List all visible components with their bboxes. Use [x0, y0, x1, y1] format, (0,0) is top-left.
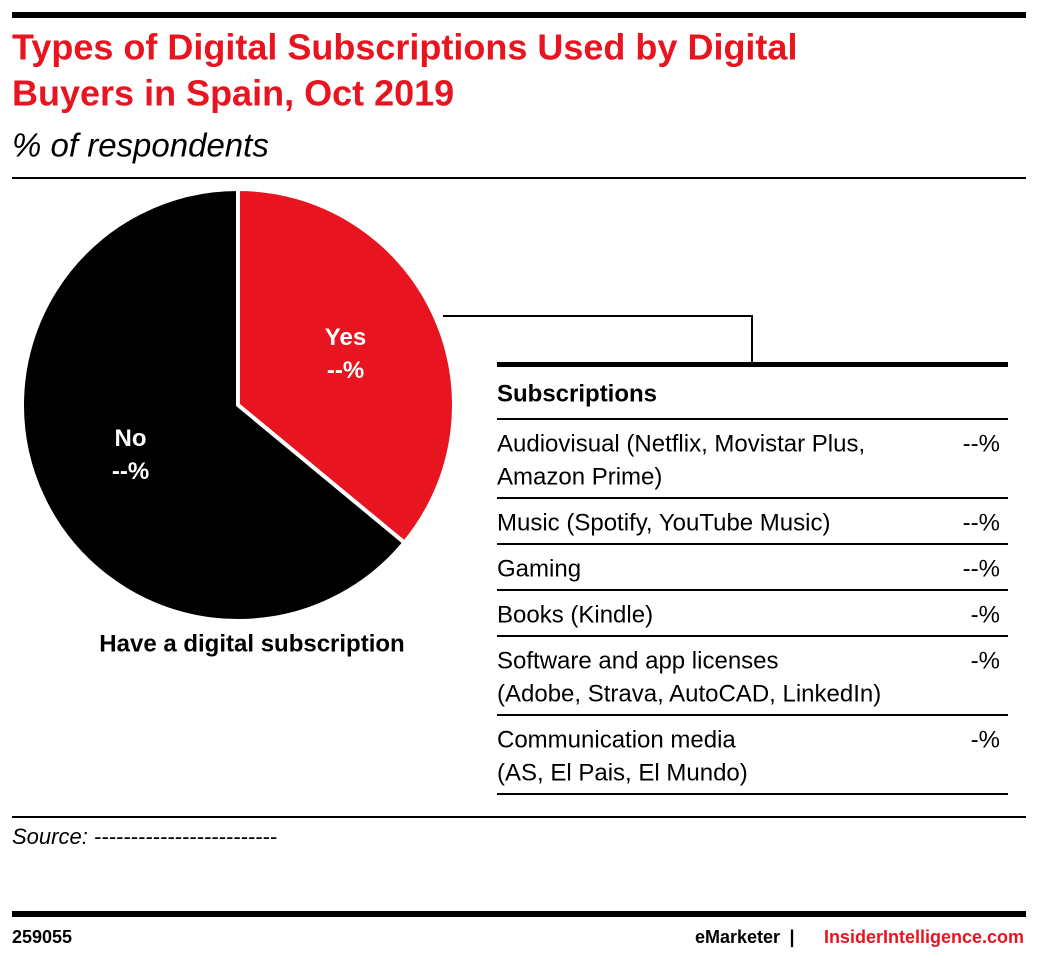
row-value: --% — [963, 430, 1000, 457]
row-label: Amazon Prime) — [497, 463, 662, 490]
pie-caption: Have a digital subscription — [99, 630, 404, 657]
table-top — [497, 362, 1008, 367]
row-line — [497, 497, 1008, 499]
row-line — [497, 418, 1008, 420]
divider — [12, 177, 1026, 179]
row-label: (AS, El Pais, El Mundo) — [497, 759, 748, 786]
slice-label: No — [115, 425, 147, 452]
row-label: Music (Spotify, YouTube Music) — [497, 509, 830, 536]
connector — [443, 315, 753, 363]
source: Source: ------------------------- — [12, 824, 277, 849]
row-label: Gaming — [497, 555, 581, 582]
pie-slice — [236, 187, 456, 545]
separator: | — [789, 927, 794, 947]
chart-title: Types of Digital Subscriptions Used by D… — [12, 27, 797, 68]
slice-label: Yes — [325, 324, 366, 351]
pie-slice — [20, 187, 407, 623]
chart-subtitle: % of respondents — [12, 127, 269, 164]
row-line — [497, 589, 1008, 591]
row-label: Audiovisual (Netflix, Movistar Plus, — [497, 430, 865, 457]
row-label: (Adobe, Strava, AutoCAD, LinkedIn) — [497, 680, 881, 707]
chart-title: Buyers in Spain, Oct 2019 — [12, 73, 454, 114]
row-value: -% — [971, 726, 1000, 753]
row-value: -% — [971, 647, 1000, 674]
row-value: --% — [963, 509, 1000, 536]
row-line — [497, 714, 1008, 716]
row-value: -% — [971, 601, 1000, 628]
row-label: Communication media — [497, 726, 736, 753]
row-value: --% — [963, 555, 1000, 582]
row-line — [497, 635, 1008, 637]
site: InsiderIntelligence.com — [824, 927, 1024, 947]
chart-id: 259055 — [12, 927, 72, 947]
brand: eMarketer — [695, 927, 780, 947]
divider — [12, 816, 1026, 818]
slice-value: --% — [112, 458, 149, 485]
table-header: Subscriptions — [497, 380, 657, 407]
row-line — [497, 543, 1008, 545]
row-label: Software and app licenses — [497, 647, 779, 674]
top-bar — [12, 12, 1026, 18]
row-line — [497, 793, 1008, 795]
slice-value: --% — [327, 357, 364, 384]
bottom-bar — [12, 911, 1026, 917]
row-label: Books (Kindle) — [497, 601, 653, 628]
